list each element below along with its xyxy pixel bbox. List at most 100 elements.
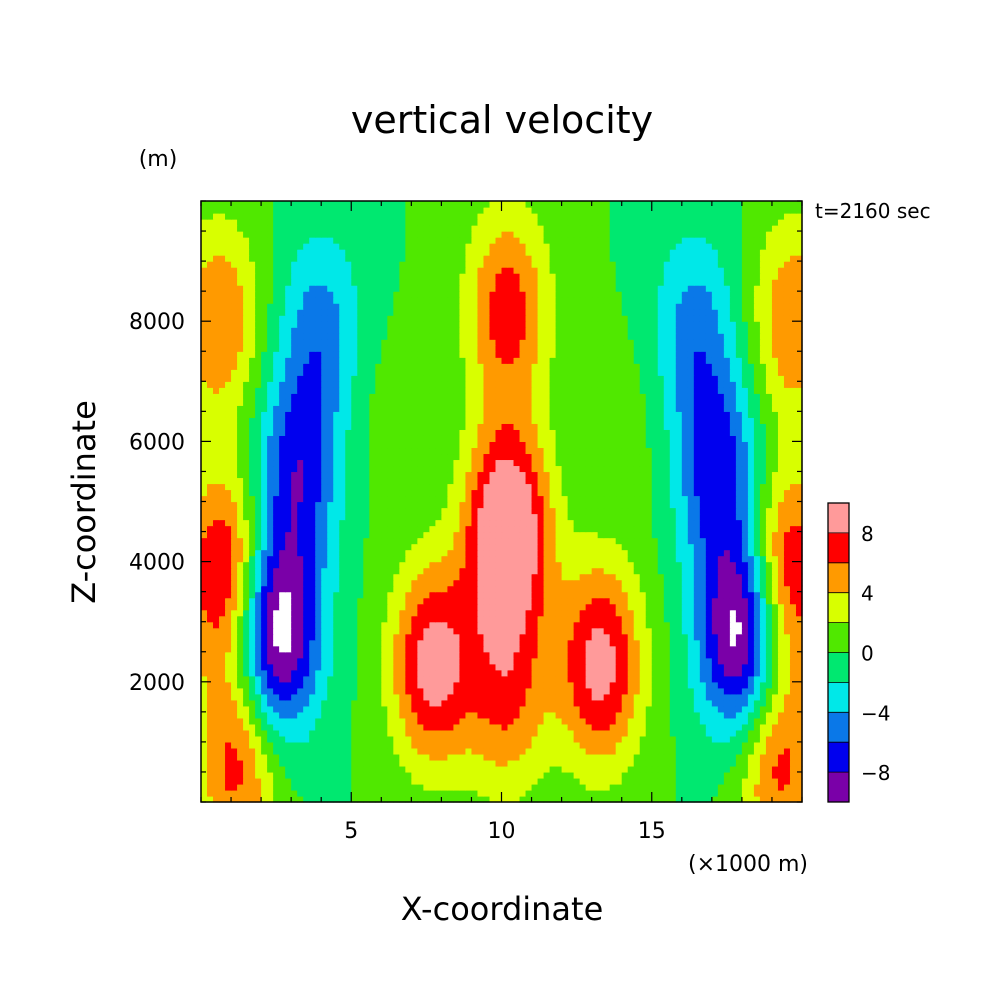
contour-cell (471, 501, 479, 509)
contour-cell (723, 729, 731, 737)
contour-cell (549, 633, 557, 641)
contour-cell (771, 663, 779, 671)
contour-cell (243, 771, 250, 779)
contour-cell (585, 705, 593, 713)
contour-cell (711, 609, 719, 617)
contour-cell (453, 693, 461, 701)
contour-cell (465, 645, 473, 653)
contour-cell (477, 597, 485, 605)
contour-cell (603, 759, 611, 767)
contour-cell (327, 513, 334, 521)
contour-cell (369, 789, 376, 797)
contour-cell (237, 615, 244, 623)
contour-cell (681, 567, 689, 575)
contour-cell (645, 753, 653, 761)
contour-cell (621, 555, 629, 563)
contour-cell (201, 561, 208, 569)
contour-cell (327, 519, 334, 527)
contour-cell (423, 519, 430, 527)
contour-cell (561, 723, 569, 731)
contour-cell (309, 561, 316, 569)
contour-cell (483, 657, 491, 665)
contour-cell (603, 525, 611, 533)
contour-cell (645, 741, 653, 749)
contour-cell (615, 555, 623, 563)
contour-cell (477, 669, 485, 677)
contour-cell (393, 795, 400, 803)
contour-cell (465, 513, 473, 521)
contour-cell (267, 759, 274, 767)
contour-cell (471, 579, 479, 587)
contour-cell (333, 699, 340, 707)
contour-cell (465, 555, 473, 563)
contour-cell (735, 771, 743, 779)
contour-cell (363, 561, 370, 569)
contour-cell (585, 639, 593, 647)
contour-cell (303, 501, 310, 509)
contour-cell (369, 597, 376, 605)
contour-cell (567, 669, 575, 677)
contour-cell (681, 519, 689, 527)
contour-cell (279, 603, 286, 611)
contour-cell (483, 501, 491, 509)
contour-cell (723, 513, 731, 521)
contour-cell (219, 783, 226, 791)
contour-cell (435, 537, 442, 545)
contour-cell (519, 669, 527, 677)
contour-cell (669, 549, 677, 557)
contour-cell (255, 531, 262, 539)
contour-cell (435, 759, 442, 767)
contour-cell (777, 573, 785, 581)
contour-cell (513, 723, 521, 731)
contour-cell (261, 717, 268, 725)
contour-cell (219, 633, 226, 641)
contour-cell (777, 549, 785, 557)
contour-cell (411, 603, 418, 611)
contour-cell (201, 681, 208, 689)
contour-cell (561, 771, 569, 779)
contour-cell (663, 609, 671, 617)
contour-cell (447, 531, 455, 539)
contour-cell (465, 639, 473, 647)
contour-cell (207, 669, 214, 677)
contour-cell (633, 681, 641, 689)
contour-cell (789, 579, 797, 587)
contour-cell (765, 669, 773, 677)
contour-cell (579, 555, 587, 563)
contour-cell (309, 633, 316, 641)
contour-cell (273, 789, 280, 797)
contour-cell (237, 747, 244, 755)
contour-cell (357, 675, 364, 683)
contour-cell (369, 753, 376, 761)
contour-cell (369, 609, 376, 617)
contour-cell (477, 783, 485, 791)
contour-cell (429, 537, 436, 545)
contour-cell (333, 705, 340, 713)
contour-cell (627, 777, 635, 785)
contour-cell (627, 735, 635, 743)
contour-cell (657, 531, 665, 539)
contour-cell (771, 747, 779, 755)
contour-cell (699, 681, 707, 689)
contour-cell (441, 549, 449, 557)
contour-cell (663, 699, 671, 707)
contour-cell (561, 741, 569, 749)
contour-cell (675, 621, 683, 629)
contour-cell (237, 543, 244, 551)
contour-cell (315, 567, 322, 575)
contour-cell (459, 549, 467, 557)
contour-cell (771, 561, 779, 569)
contour-cell (453, 585, 461, 593)
contour-cell (387, 567, 394, 575)
contour-cell (465, 597, 473, 605)
contour-cell (627, 549, 635, 557)
contour-cell (717, 615, 725, 623)
contour-cell (255, 699, 262, 707)
contour-cell (795, 699, 803, 707)
contour-cell (639, 753, 647, 761)
contour-cell (243, 705, 250, 713)
contour-cell (723, 591, 731, 599)
contour-cell (357, 549, 364, 557)
contour-cell (507, 777, 515, 785)
contour-cell (369, 531, 376, 539)
